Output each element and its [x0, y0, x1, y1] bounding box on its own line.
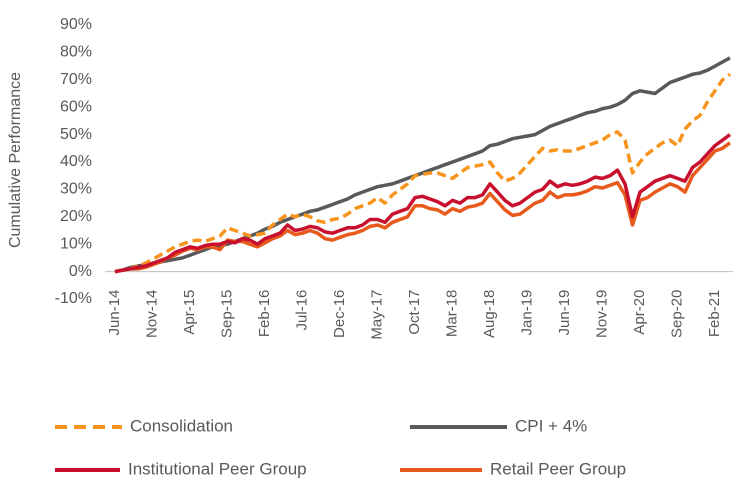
y-tick-label: 30%	[60, 181, 92, 198]
x-tick-label: Jun-14	[106, 290, 123, 336]
x-tick-label: Nov-14	[143, 290, 160, 338]
y-tick-label: 50%	[60, 126, 92, 143]
y-tick-label: 80%	[60, 44, 92, 61]
x-tick-label: May-17	[368, 290, 385, 340]
x-tick-label: Aug-18	[481, 290, 498, 338]
x-tick-label: Nov-19	[593, 290, 610, 338]
series-line	[114, 56, 731, 274]
y-tick-label: 90%	[60, 16, 92, 33]
y-tick-label: 0%	[69, 263, 92, 280]
series-line	[114, 133, 732, 274]
x-tick-label: Jul-16	[293, 290, 310, 331]
x-tick-label: Apr-20	[631, 290, 648, 335]
y-tick-label: 10%	[60, 235, 92, 252]
legend-label: Retail Peer Group	[490, 459, 626, 478]
legend-label: CPI + 4%	[515, 416, 587, 435]
x-tick-label: Feb-21	[706, 290, 723, 338]
x-tick-label: Jun-19	[556, 290, 573, 336]
x-tick-label: Dec-16	[331, 290, 348, 338]
y-tick-label: 20%	[60, 208, 92, 225]
x-tick-label: Sep-20	[668, 290, 685, 338]
x-tick-label: Oct-17	[406, 290, 423, 335]
x-tick-label: Sep-15	[218, 290, 235, 338]
legend-label: Consolidation	[130, 416, 233, 435]
x-tick-label: Apr-15	[181, 290, 198, 335]
x-tick-label: Feb-16	[256, 290, 273, 338]
series-line	[114, 141, 732, 274]
y-tick-label: 40%	[60, 153, 92, 170]
y-tick-label: 60%	[60, 98, 92, 115]
y-tick-label: -10%	[55, 290, 92, 307]
x-tick-label: Jan-19	[518, 290, 535, 336]
y-tick-label: 70%	[60, 71, 92, 88]
legend-label: Institutional Peer Group	[128, 459, 307, 478]
y-axis-label: Cumulative Performance	[7, 72, 24, 248]
x-tick-label: Mar-18	[443, 290, 460, 338]
